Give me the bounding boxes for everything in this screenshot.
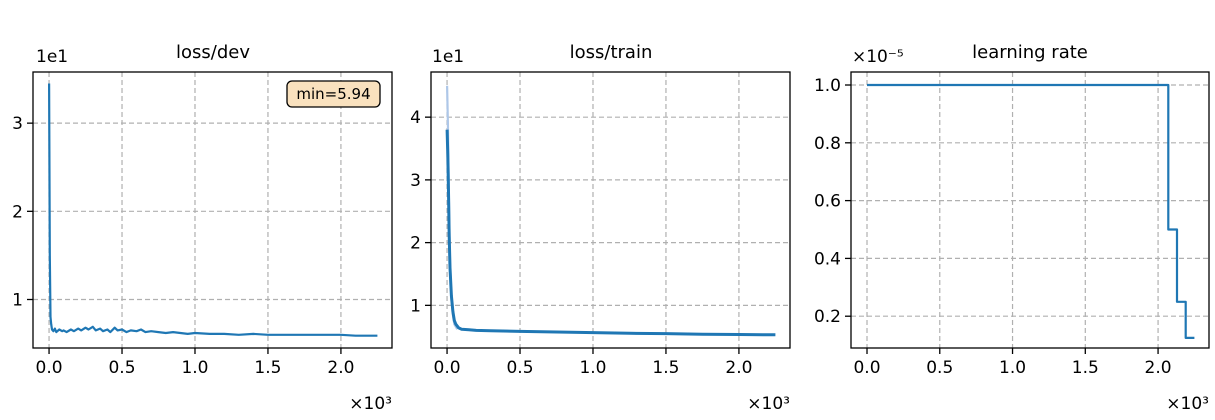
series-line [48, 83, 378, 337]
x-tick-label: 0.0 [36, 358, 63, 378]
y-tick-label: 0.2 [814, 307, 841, 327]
panel-title: loss/dev [176, 42, 250, 63]
panel-title: loss/train [570, 42, 653, 63]
series-line [445, 129, 776, 337]
x-tick-label: 2.0 [1145, 358, 1172, 378]
x-tick-label: 1.5 [1072, 358, 1099, 378]
y-tick-label: 2 [12, 202, 23, 222]
x-offset-label: ×10³ [1166, 394, 1209, 414]
x-tick-label: 0.0 [434, 358, 461, 378]
panel-title: learning rate [972, 42, 1088, 63]
series-line [867, 83, 1195, 339]
x-tick-label: 1.5 [652, 358, 679, 378]
x-tick-label: 1.0 [181, 358, 208, 378]
x-offset-label: ×10³ [349, 394, 392, 414]
y-offset-label: 1e1 [432, 47, 464, 67]
y-tick-label: 0.8 [814, 134, 841, 154]
panel-learning-rate: learning rate ×10⁻⁵ ×10³ 0.0 0.5 1.0 1.5 2.0… [814, 42, 1210, 414]
plot-frame [430, 71, 791, 349]
y-offset-label: 1e1 [36, 47, 68, 67]
annotation-text: min=5.94 [296, 85, 370, 103]
y-tick-label: 0.6 [814, 192, 841, 212]
y-offset-label: ×10⁻⁵ [852, 47, 904, 67]
plot-frame [32, 71, 393, 349]
x-tick-label: 0.5 [108, 358, 135, 378]
y-tick-label: 1 [12, 291, 23, 311]
annotation-background [286, 80, 381, 108]
y-tick-label: 1 [410, 296, 421, 316]
x-tick-label: 1.0 [579, 358, 606, 378]
x-offset-label: ×10³ [747, 394, 790, 414]
plot-frame [850, 71, 1210, 349]
panel-loss-train: loss/train 1e1 ×10³ 0.0 0.5 1.0 1.5 2.0 1 2 3 4 [410, 42, 791, 414]
x-tick-label: 2.0 [725, 358, 752, 378]
x-tick-label: 0.5 [926, 358, 953, 378]
x-tick-label: 1.0 [999, 358, 1026, 378]
y-tick-label: 1.0 [814, 76, 841, 96]
x-tick-label: 1.5 [254, 358, 281, 378]
y-tick-label: 3 [410, 171, 421, 191]
y-tick-label: 3 [12, 114, 23, 134]
x-tick-label: 0.5 [506, 358, 533, 378]
x-tick-label: 2.0 [327, 358, 354, 378]
x-tick-label: 0.0 [853, 358, 880, 378]
panel-loss-dev: loss/dev 1e1 ×10³ 0.0 0.5 1.0 1.5 2.0 1 2 3 min… [12, 42, 393, 414]
y-tick-label: 4 [410, 108, 421, 128]
y-tick-label: 2 [410, 234, 421, 254]
min-annotation-box: min=5.94 [286, 80, 381, 108]
y-tick-label: 0.4 [814, 249, 841, 269]
